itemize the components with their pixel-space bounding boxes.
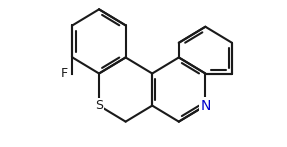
Text: F: F [61,67,68,80]
Text: S: S [95,99,103,112]
Text: N: N [200,99,211,113]
